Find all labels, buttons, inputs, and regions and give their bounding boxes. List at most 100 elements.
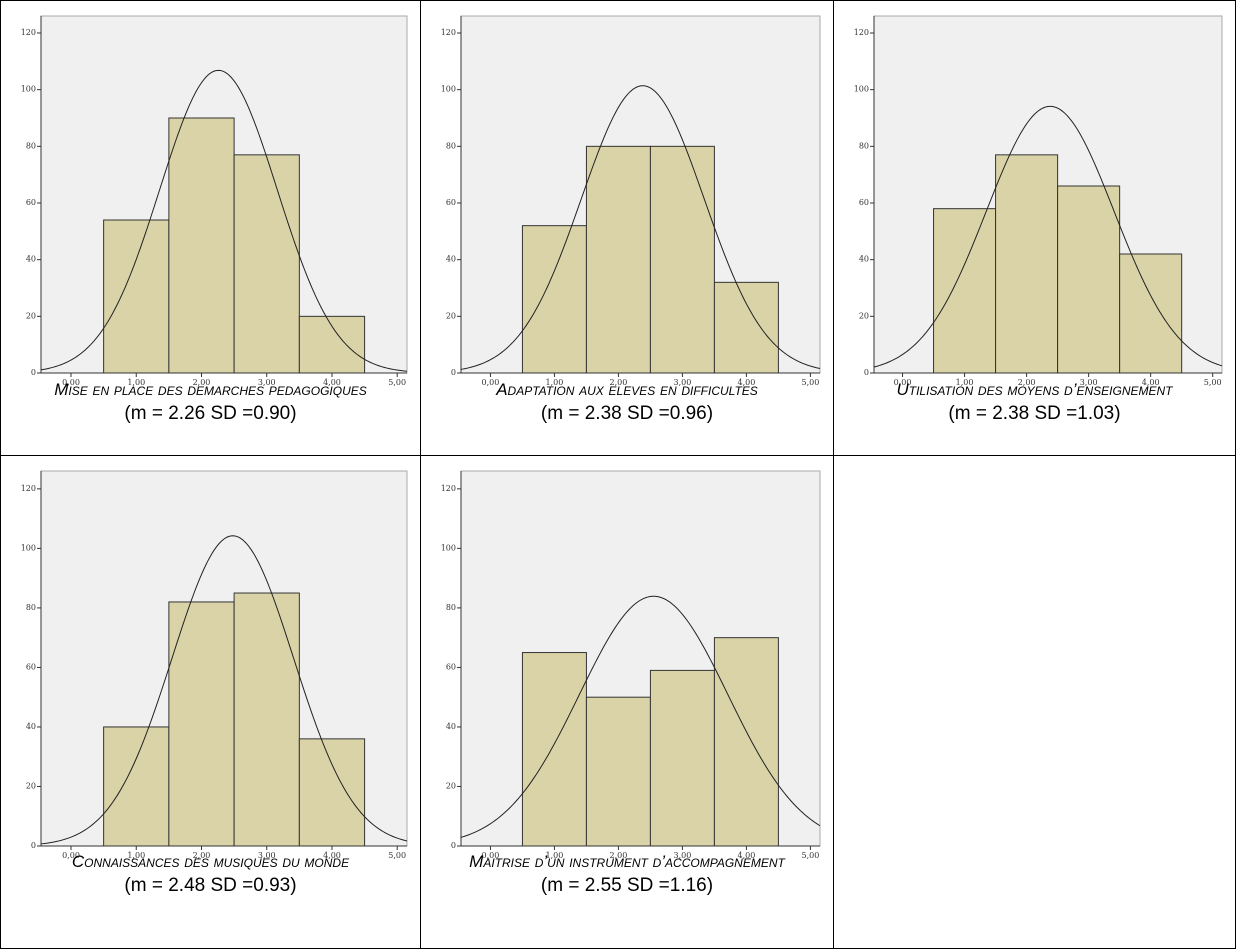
x-tick-label: 4,00 (738, 851, 756, 860)
y-tick-label: 0 (864, 368, 869, 377)
table-cell: 0 20 40 60 80 100 120 0,00 1,00 2,00 3,00 4,00 5,00 C… (1, 456, 421, 949)
y-tick-label: 120 (441, 484, 456, 493)
y-tick-label: 20 (26, 311, 36, 320)
x-tick-label: 5,00 (801, 378, 819, 387)
y-tick-label: 60 (446, 198, 456, 207)
x-tick-label: 0,00 (482, 851, 500, 860)
bar (103, 726, 170, 847)
normal-curve (460, 85, 821, 370)
caption-stats: (m = 2.38 SD =1.03) (948, 403, 1121, 424)
y-tick-label: 100 (441, 543, 456, 552)
y-tick-label: 60 (446, 662, 456, 671)
bar (995, 154, 1059, 374)
bar (521, 652, 587, 847)
y-tick-label: 0 (451, 368, 456, 377)
x-tick-label: 2,00 (193, 378, 211, 387)
bar (933, 208, 997, 374)
x-tick-label: 5,00 (801, 851, 819, 860)
table-cell (834, 456, 1236, 949)
y-tick-label: 40 (26, 722, 36, 731)
x-tick-label: 0,00 (62, 378, 80, 387)
y-tick-label: 80 (26, 603, 36, 612)
x-tick-label: 0,00 (482, 378, 500, 387)
x-tick-label: 1,00 (127, 378, 145, 387)
y-tick-label: 0 (31, 841, 36, 850)
caption-stats: (m = 2.38 SD =0.96) (540, 403, 714, 424)
y-tick-label: 100 (854, 85, 869, 94)
caption: Utilisation des moyens d’enseignement (m … (854, 376, 1215, 425)
x-tick-label: 2,00 (193, 851, 211, 860)
bar (649, 145, 715, 374)
x-tick-label: 4,00 (323, 851, 341, 860)
x-tick-label: 2,00 (610, 378, 628, 387)
x-tick-label: 5,00 (388, 851, 406, 860)
y-tick-label: 60 (26, 662, 36, 671)
bar (298, 738, 366, 847)
normal-curve (40, 69, 408, 372)
x-tick-label: 0,00 (62, 851, 80, 860)
histogram: 0 20 40 60 80 100 120 0,00 1,00 2,00 3,00 4,00 5,00 (21, 470, 408, 860)
caption: Adaptation aux eleves en difficultes (m =… (441, 376, 813, 425)
x-tick-label: 2,00 (1018, 378, 1036, 387)
y-tick-label: 80 (446, 603, 456, 612)
y-tick-label: 80 (859, 141, 869, 150)
table-cell: 0 20 40 60 80 100 120 0,00 1,00 2,00 3,00 4,00 5,00 M… (421, 456, 834, 949)
y-tick-label: 40 (446, 255, 456, 264)
bar (168, 601, 235, 847)
table-cell: 0 20 40 60 80 100 120 0,00 1,00 2,00 3,00 4,00 5,00 M… (1, 1, 421, 456)
x-tick-label: 0,00 (894, 378, 912, 387)
caption-stats: (m = 2.48 SD =0.93) (124, 875, 297, 896)
y-tick-label: 100 (21, 85, 36, 94)
bar (298, 315, 366, 374)
y-tick-label: 60 (859, 198, 869, 207)
x-tick-label: 3,00 (258, 378, 276, 387)
bar (713, 637, 779, 847)
caption-title: Utilisation des moyens d’enseignement (896, 380, 1173, 399)
bar (233, 592, 300, 847)
x-tick-label: 3,00 (674, 378, 692, 387)
y-tick-label: 40 (26, 255, 36, 264)
x-tick-label: 4,00 (738, 378, 756, 387)
x-tick-label: 4,00 (1142, 378, 1160, 387)
y-tick-label: 40 (859, 255, 869, 264)
caption: Maitrise d’un instrument d’accompagnemen… (441, 848, 813, 897)
caption: Mise en place des demarches pedagogiques… (21, 376, 400, 425)
y-tick-label: 80 (446, 141, 456, 150)
caption-title: Maitrise d’un instrument d’accompagnemen… (469, 852, 785, 871)
caption-stats: (m = 2.55 SD =1.16) (540, 875, 714, 896)
y-tick-label: 120 (21, 28, 36, 37)
x-tick-label: 2,00 (610, 851, 628, 860)
x-tick-label: 1,00 (546, 851, 564, 860)
x-tick-label: 1,00 (127, 851, 145, 860)
y-tick-label: 80 (26, 141, 36, 150)
y-tick-label: 20 (446, 311, 456, 320)
bar (585, 145, 651, 374)
x-tick-label: 3,00 (1080, 378, 1098, 387)
normal-curve (873, 105, 1223, 368)
y-tick-label: 40 (446, 722, 456, 731)
caption: Connaissances des musiques du monde (m = … (21, 848, 400, 897)
y-tick-label: 20 (446, 781, 456, 790)
x-tick-label: 5,00 (388, 378, 406, 387)
caption-title: Adaptation aux eleves en difficultes (496, 380, 758, 399)
bar (233, 154, 300, 374)
histogram: 0 20 40 60 80 100 120 0,00 1,00 2,00 3,00 4,00 5,00 (21, 15, 408, 387)
y-tick-label: 100 (441, 85, 456, 94)
caption-title: Connaissances des musiques du monde (71, 852, 350, 871)
y-tick-label: 20 (859, 311, 869, 320)
bar (585, 696, 651, 847)
bar (1119, 253, 1183, 374)
y-tick-label: 0 (451, 841, 456, 850)
y-tick-label: 100 (21, 543, 36, 552)
y-tick-label: 60 (26, 198, 36, 207)
bar (713, 281, 779, 374)
x-tick-label: 3,00 (258, 851, 276, 860)
x-tick-label: 1,00 (546, 378, 564, 387)
y-tick-label: 120 (441, 28, 456, 37)
bar (521, 225, 587, 374)
normal-curve (40, 535, 408, 845)
x-tick-label: 1,00 (956, 378, 974, 387)
x-tick-label: 4,00 (323, 378, 341, 387)
bar (103, 219, 170, 374)
